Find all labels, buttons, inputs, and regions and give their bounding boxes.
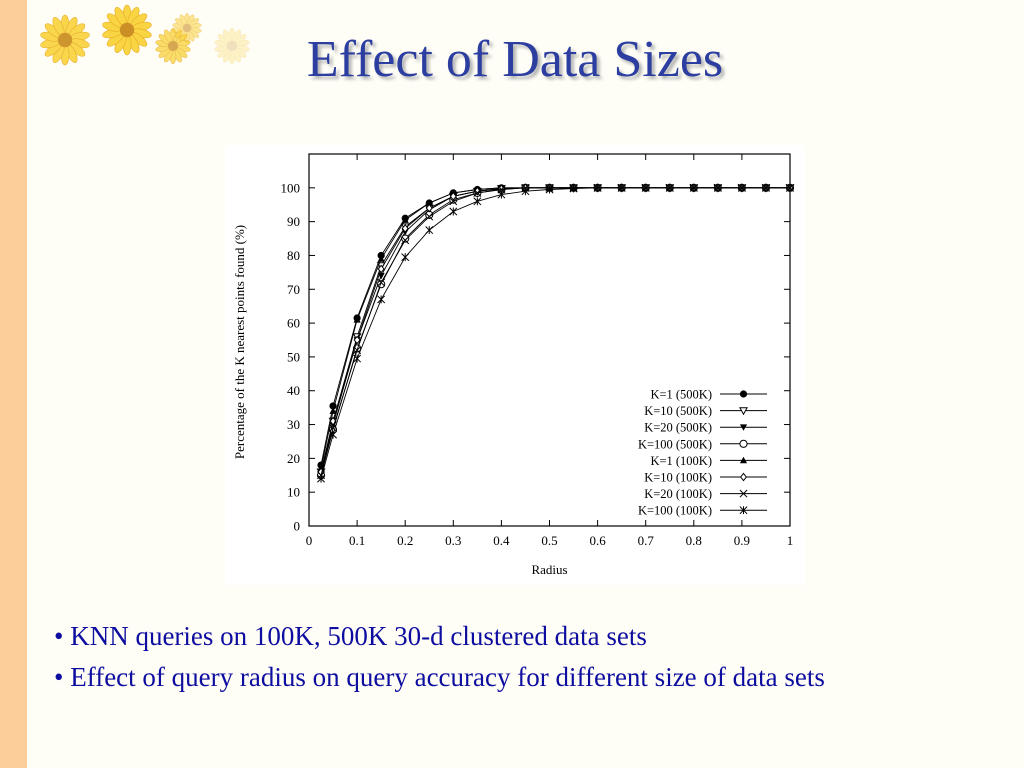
- data-point: [425, 212, 434, 221]
- data-point: [353, 316, 361, 323]
- bullet-list: • KNN queries on 100K, 500K 30-d cluster…: [54, 616, 954, 698]
- data-point: [329, 407, 337, 414]
- flower-icon: [40, 14, 90, 66]
- data-point: [353, 354, 362, 363]
- data-point: [593, 183, 602, 192]
- flower-icon: [102, 4, 152, 56]
- y-tick-label: 40: [287, 383, 300, 398]
- legend-label: K=1 (500K): [650, 388, 712, 402]
- legend-marker: [739, 489, 748, 498]
- data-point: [569, 184, 578, 193]
- y-tick-label: 20: [287, 451, 300, 466]
- x-tick-label: 0.9: [734, 533, 750, 548]
- x-tick-label: 0.4: [493, 533, 510, 548]
- y-tick-label: 90: [287, 214, 300, 229]
- data-point: [377, 278, 386, 287]
- data-point: [665, 183, 674, 192]
- y-tick-label: 0: [294, 519, 301, 534]
- x-tick-label: 0: [306, 533, 313, 548]
- slide-title: Effect of Data Sizes: [0, 34, 1024, 86]
- legend-label: K=1 (100K): [650, 454, 712, 468]
- legend-label: K=20 (100K): [644, 487, 712, 501]
- flower-icon: [155, 28, 191, 64]
- data-point: [377, 280, 386, 289]
- x-tick-label: 0.7: [638, 533, 655, 548]
- data-point: [425, 199, 433, 206]
- legend-marker: [739, 390, 748, 398]
- y-tick-label: 70: [287, 282, 300, 297]
- data-point: [401, 236, 410, 245]
- data-point: [329, 423, 338, 432]
- data-point: [449, 207, 458, 216]
- flower-icon: [214, 28, 250, 64]
- data-point: [401, 234, 410, 243]
- data-point: [737, 183, 746, 192]
- y-tick-label: 100: [281, 180, 301, 195]
- data-point: [401, 216, 409, 223]
- data-point: [617, 183, 626, 192]
- chart-svg: 0 0.1 0.2 0.3 0.4 0.5 0.6 0.7 0.8 0.9 101020304050…: [225, 145, 805, 585]
- chart-background: [225, 145, 805, 585]
- x-tick-label: 0.1: [349, 533, 365, 548]
- x-axis-label: Radius: [531, 562, 567, 577]
- x-tick-label: 1: [787, 533, 794, 548]
- series-8: [317, 183, 794, 483]
- data-point: [329, 430, 338, 439]
- legend-marker: [739, 439, 748, 448]
- data-point: [689, 183, 698, 192]
- legend-marker: [739, 472, 748, 482]
- legend-marker: [739, 456, 748, 464]
- chart: 0 0.1 0.2 0.3 0.4 0.5 0.6 0.7 0.8 0.9 1 0 10 20 30 40 50…: [225, 145, 805, 585]
- legend-label: K=10 (500K): [644, 404, 712, 418]
- slide-title-text: Effect of Data Sizes: [306, 31, 724, 88]
- y-tick-label: 60: [287, 316, 300, 331]
- legend-label: K=100 (100K): [638, 504, 712, 518]
- data-point: [521, 187, 530, 196]
- data-point: [473, 188, 482, 197]
- data-point: [449, 191, 457, 201]
- data-point: [377, 264, 385, 274]
- legend-label: K=20 (500K): [644, 421, 712, 435]
- flower-icon: [172, 13, 202, 43]
- data-point: [377, 295, 386, 304]
- data-point: [377, 255, 385, 262]
- sunflower-flowers-icon: [40, 4, 250, 66]
- y-tick-label: 30: [287, 417, 300, 432]
- y-tick-label: 80: [287, 248, 300, 263]
- y-tick-label: 50: [287, 349, 300, 364]
- legend-label: K=100 (500K): [638, 437, 712, 451]
- data-point: [401, 223, 409, 233]
- data-point: [761, 183, 770, 192]
- left-accent-bar: [0, 0, 27, 768]
- bullet-item-2: • Effect of query radius on query accura…: [54, 662, 825, 692]
- legend-marker: [739, 407, 748, 416]
- data-point: [401, 253, 410, 262]
- y-axis-label: Percentage of the K nearest points found…: [232, 225, 247, 459]
- legend-marker: [739, 506, 748, 515]
- data-point: [545, 185, 554, 194]
- data-point: [449, 197, 458, 206]
- bullet-item-1: • KNN queries on 100K, 500K 30-d cluster…: [54, 621, 647, 651]
- data-point: [473, 197, 482, 206]
- legend-marker: [739, 424, 748, 431]
- data-point: [786, 183, 794, 192]
- data-point: [353, 335, 361, 345]
- data-point: [425, 203, 433, 213]
- legend: K=1 (500K) K=10 (500K) K=20 (500K) K=100 (5…: [638, 388, 767, 518]
- x-tick-label: 0.3: [445, 533, 461, 548]
- x-tick-label: 0.2: [397, 533, 413, 548]
- data-point: [641, 183, 650, 192]
- legend-label: K=10 (100K): [644, 471, 712, 485]
- data-point: [497, 190, 506, 199]
- data-point: [425, 226, 434, 235]
- data-point: [317, 474, 325, 483]
- y-tick-label: 10: [287, 485, 300, 500]
- x-tick-label: 0.8: [686, 533, 702, 548]
- x-tick-label: 0.6: [589, 533, 606, 548]
- data-point: [713, 183, 722, 192]
- x-tick-label: 0.5: [541, 533, 557, 548]
